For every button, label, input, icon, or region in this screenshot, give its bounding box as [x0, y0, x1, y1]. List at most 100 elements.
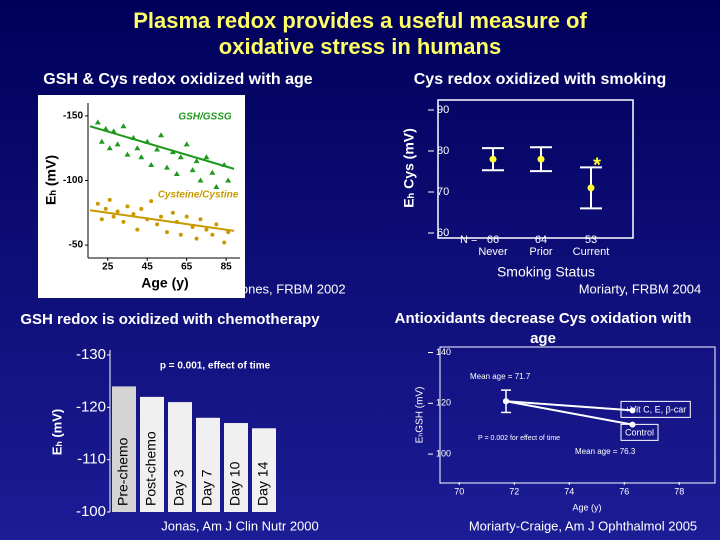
y-tick-label: 120	[436, 398, 451, 408]
x-tick-label: 76	[619, 486, 629, 496]
point	[225, 177, 232, 183]
n-label: 64	[535, 234, 547, 246]
bar	[140, 396, 164, 512]
x-tick-label: 78	[674, 486, 684, 496]
point	[193, 158, 200, 164]
point	[154, 146, 161, 152]
point	[214, 222, 219, 227]
point	[111, 214, 116, 219]
point	[121, 219, 126, 224]
y-axis-label: Eₕ Cys (mV)	[401, 128, 417, 208]
y-tick-label: -150	[63, 111, 83, 122]
annotation: P = 0.002 for effect of time	[478, 435, 560, 442]
point	[203, 154, 210, 160]
point	[131, 212, 136, 217]
point	[114, 141, 121, 147]
line	[505, 400, 633, 426]
point	[159, 214, 164, 219]
point	[587, 184, 595, 192]
panel-title: GSH & Cys redox oxidized with age	[43, 71, 312, 88]
point	[95, 201, 100, 206]
trend-line	[89, 209, 235, 232]
point	[503, 398, 509, 405]
y-tick-label: 70	[437, 186, 449, 198]
point	[537, 155, 545, 163]
n-label: 66	[487, 234, 499, 246]
bar-label: Day 3	[171, 469, 187, 506]
source: Jonas, Am J Clin Nutr 2000	[161, 518, 319, 533]
point	[125, 204, 130, 209]
y-tick-label: -130	[76, 346, 106, 363]
point	[189, 167, 196, 173]
line	[505, 400, 633, 412]
x-axis-label: Age (y)	[572, 502, 601, 512]
y-tick-label: -100	[63, 175, 83, 186]
point	[489, 155, 497, 163]
point	[106, 145, 113, 151]
y-tick-label: -100	[76, 503, 106, 520]
point	[163, 164, 170, 170]
point	[164, 230, 169, 235]
y-tick-label: 140	[436, 347, 451, 357]
point	[139, 206, 144, 211]
bar	[168, 402, 192, 512]
legend-box	[620, 400, 691, 418]
point	[194, 236, 199, 241]
annotation: Mean age = 76.3	[575, 447, 636, 456]
x-tick-label: 45	[142, 262, 154, 273]
plot-frame	[437, 99, 634, 239]
x-tick-label: Prior	[529, 246, 553, 258]
x-tick-label: 85	[221, 262, 233, 273]
bar-label: Pre-chemo	[115, 437, 131, 506]
x-tick-label: Current	[573, 246, 610, 258]
y-tick-label: 90	[437, 104, 449, 116]
x-axis-label: Age (y)	[141, 275, 188, 291]
y-axis-label: EₕGSH (mV)	[415, 387, 426, 444]
bar-label: Day 14	[255, 461, 271, 506]
point	[99, 217, 104, 222]
legend-label: Control	[625, 427, 654, 437]
annotation: *	[593, 154, 601, 176]
bar-label: Day 7	[199, 469, 215, 506]
point	[197, 177, 204, 183]
bar-label: Day 10	[227, 461, 243, 506]
n-label: 53	[585, 234, 597, 246]
source: Moriarty, FRBM 2004	[579, 281, 702, 296]
x-tick-label: 74	[564, 486, 574, 496]
bar	[252, 428, 276, 512]
point	[209, 169, 216, 175]
panel-title: GSH redox is oxidized with chemotherapy	[20, 311, 320, 328]
point	[629, 407, 636, 414]
panel-title: Antioxidants decrease Cys oxidation with	[395, 310, 692, 327]
bar	[224, 423, 248, 512]
legend-box	[620, 423, 659, 441]
plot-frame	[439, 346, 716, 484]
source: Moriarty-Craige, Am J Ophthalmol 2005	[469, 518, 697, 533]
y-axis-label: Eₕ (mV)	[43, 155, 59, 205]
slide-title: Plasma redox provides a useful measure o…	[133, 8, 587, 33]
point	[155, 222, 160, 227]
x-tick-label: 25	[102, 262, 114, 273]
bar-label: Post-chemo	[143, 431, 159, 506]
series-label: Cysteine/Cystine	[158, 190, 239, 201]
point	[198, 217, 203, 222]
y-tick-label: -50	[69, 240, 84, 251]
point	[173, 171, 180, 177]
series-label: GSH/GSSG	[178, 112, 232, 123]
point	[213, 183, 220, 189]
point	[138, 154, 145, 160]
panel-title: age	[530, 330, 556, 347]
n-prefix: N =	[460, 234, 477, 246]
point	[177, 154, 184, 160]
point	[148, 162, 155, 167]
point	[135, 227, 140, 232]
point	[210, 232, 215, 237]
bar	[112, 386, 136, 512]
panel-title: Cys redox oxidized with smoking	[414, 71, 667, 88]
point	[170, 210, 175, 215]
point	[94, 119, 101, 125]
legend-label: +Vit C, E, β-car	[625, 404, 686, 414]
x-tick-label: 70	[454, 486, 464, 496]
y-tick-label: 80	[437, 145, 449, 157]
y-axis-label: Eₕ (mV)	[49, 409, 64, 455]
